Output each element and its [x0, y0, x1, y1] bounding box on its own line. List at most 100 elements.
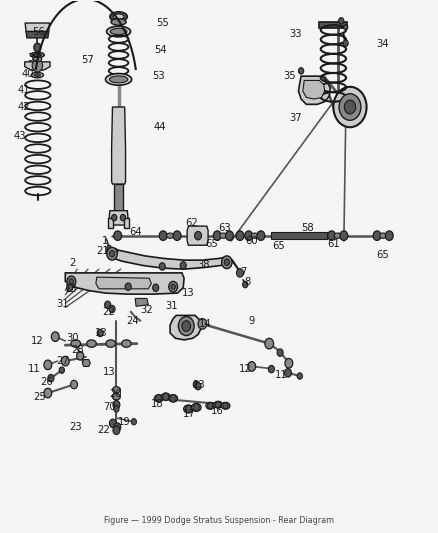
Text: 40: 40	[21, 69, 34, 79]
Text: 11: 11	[275, 370, 288, 381]
Circle shape	[213, 231, 221, 240]
Circle shape	[343, 25, 348, 30]
Ellipse shape	[251, 233, 258, 238]
Circle shape	[34, 43, 41, 52]
Circle shape	[107, 245, 111, 251]
Circle shape	[182, 321, 191, 332]
Circle shape	[110, 251, 115, 257]
Ellipse shape	[169, 394, 177, 402]
Circle shape	[69, 279, 74, 284]
Text: 33: 33	[289, 29, 301, 39]
Text: 22: 22	[102, 306, 115, 317]
Circle shape	[339, 18, 344, 24]
Circle shape	[113, 400, 120, 409]
Text: 58: 58	[301, 223, 314, 233]
Circle shape	[44, 388, 52, 398]
Circle shape	[171, 284, 175, 289]
Circle shape	[185, 405, 191, 413]
Circle shape	[162, 393, 169, 400]
Circle shape	[265, 338, 274, 349]
Circle shape	[109, 305, 115, 313]
Ellipse shape	[110, 28, 127, 35]
Circle shape	[237, 269, 244, 277]
Text: 34: 34	[376, 39, 389, 49]
Ellipse shape	[110, 76, 128, 83]
Circle shape	[110, 419, 117, 427]
Polygon shape	[25, 62, 50, 71]
Bar	[124, 217, 130, 228]
Circle shape	[125, 283, 131, 290]
Circle shape	[194, 231, 201, 240]
Text: 43: 43	[14, 131, 26, 141]
Text: 61: 61	[327, 239, 340, 249]
Ellipse shape	[206, 402, 215, 409]
Text: 65: 65	[376, 250, 389, 260]
Text: 41: 41	[17, 85, 30, 95]
Circle shape	[245, 231, 253, 240]
Circle shape	[107, 247, 117, 260]
Polygon shape	[65, 273, 184, 294]
Ellipse shape	[106, 74, 132, 85]
Text: 37: 37	[289, 112, 301, 123]
Text: 24: 24	[127, 316, 139, 326]
Text: 19: 19	[118, 417, 131, 427]
Text: 70: 70	[103, 402, 116, 413]
Ellipse shape	[380, 233, 387, 238]
Circle shape	[114, 406, 119, 412]
Circle shape	[120, 214, 126, 221]
Text: 32: 32	[141, 305, 153, 315]
Text: 27: 27	[57, 356, 69, 366]
Circle shape	[170, 394, 176, 402]
Ellipse shape	[30, 52, 44, 58]
Text: 14: 14	[199, 319, 212, 329]
Circle shape	[257, 231, 265, 240]
Text: 11: 11	[28, 364, 40, 374]
Ellipse shape	[71, 340, 81, 348]
Circle shape	[44, 360, 52, 369]
Circle shape	[61, 357, 69, 366]
Text: 12: 12	[30, 336, 43, 346]
Circle shape	[215, 401, 221, 408]
Text: 57: 57	[81, 55, 94, 65]
Text: 21: 21	[96, 246, 109, 255]
Text: 2: 2	[70, 259, 76, 268]
Text: 39: 39	[27, 53, 39, 62]
Ellipse shape	[31, 72, 43, 78]
Text: 20: 20	[109, 389, 122, 399]
Polygon shape	[26, 31, 49, 38]
Circle shape	[193, 381, 199, 388]
Text: 54: 54	[154, 45, 167, 54]
Bar	[319, 22, 347, 28]
Ellipse shape	[33, 56, 42, 62]
Circle shape	[198, 319, 207, 329]
Text: 55: 55	[155, 18, 169, 28]
Text: 17: 17	[183, 409, 196, 419]
Circle shape	[243, 281, 248, 288]
Ellipse shape	[113, 386, 120, 393]
Ellipse shape	[122, 340, 131, 348]
Circle shape	[285, 359, 293, 368]
Circle shape	[114, 231, 122, 240]
Text: 64: 64	[130, 227, 142, 237]
Text: 9: 9	[249, 316, 255, 326]
Polygon shape	[187, 226, 208, 245]
Text: 35: 35	[284, 71, 296, 81]
Circle shape	[48, 374, 54, 382]
Text: 22: 22	[98, 425, 110, 435]
Polygon shape	[112, 107, 126, 184]
Text: 1: 1	[102, 236, 108, 246]
Text: 56: 56	[32, 27, 45, 37]
Circle shape	[223, 402, 228, 409]
Text: 18: 18	[151, 399, 164, 409]
Circle shape	[373, 231, 381, 240]
Ellipse shape	[221, 402, 230, 409]
Circle shape	[195, 382, 201, 390]
Circle shape	[333, 87, 367, 127]
Circle shape	[113, 426, 120, 434]
Polygon shape	[106, 248, 230, 269]
Text: Figure — 1999 Dodge Stratus Suspension - Rear Diagram: Figure — 1999 Dodge Stratus Suspension -…	[104, 516, 334, 525]
Text: 8: 8	[244, 278, 251, 287]
Circle shape	[268, 366, 275, 373]
Polygon shape	[170, 316, 201, 340]
Ellipse shape	[33, 54, 41, 56]
